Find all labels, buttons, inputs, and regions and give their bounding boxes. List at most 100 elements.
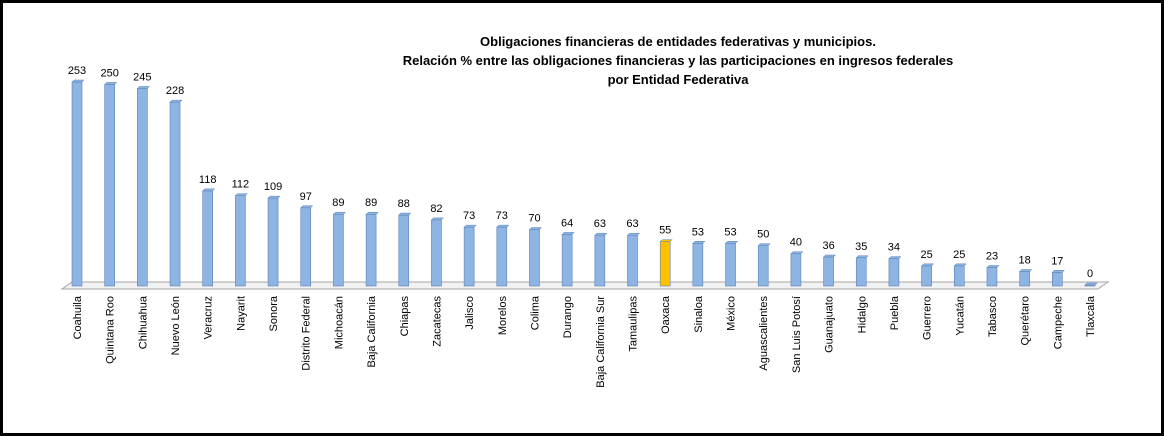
- bar: [169, 101, 181, 287]
- value-label: 55: [659, 225, 671, 237]
- bar: [1019, 271, 1030, 287]
- bar: [137, 88, 148, 287]
- bar: [529, 229, 540, 287]
- value-label: 36: [822, 240, 834, 252]
- x-tick-label: San Luis Potosí: [791, 296, 803, 373]
- bar-top: [921, 263, 935, 267]
- bar: [692, 242, 704, 287]
- x-tick-label: Jalisco: [464, 296, 476, 330]
- value-label: 25: [920, 249, 932, 261]
- bar: [398, 214, 410, 287]
- x-tick-label: Nuevo León: [170, 296, 182, 355]
- value-label: 88: [398, 198, 410, 210]
- x-tick-label: Colima: [529, 295, 541, 330]
- bar-top: [724, 241, 739, 244]
- bar-top: [430, 217, 445, 221]
- bar-top: [496, 224, 510, 228]
- x-tick-label: Querétaro: [1020, 296, 1032, 346]
- x-tick-label: Campeche: [1052, 296, 1064, 349]
- value-label: 63: [626, 218, 638, 230]
- value-label: 112: [232, 179, 250, 191]
- value-label: 0: [1087, 268, 1093, 280]
- x-tick-label: Sinaloa: [693, 295, 705, 333]
- bar-top: [986, 265, 1000, 268]
- bar-top: [594, 232, 608, 236]
- bar: [823, 256, 834, 287]
- x-tick-label: Tamaulipas: [628, 296, 640, 352]
- x-tick-label: Tabasco: [987, 296, 999, 337]
- value-label: 109: [264, 181, 282, 193]
- bar-top: [300, 205, 314, 209]
- bar-top: [953, 263, 967, 267]
- x-tick-label: Guanajuato: [824, 296, 836, 353]
- bar-top: [1019, 269, 1033, 272]
- bar: [202, 190, 214, 287]
- chart-title: Obligaciones financieras de entidades fe…: [480, 34, 876, 49]
- value-label: 253: [68, 65, 86, 77]
- floor: [60, 281, 1110, 290]
- chart-title: por Entidad Federativa: [608, 72, 750, 87]
- bar: [333, 213, 344, 287]
- bar-top: [626, 232, 641, 236]
- bar-top: [855, 255, 869, 259]
- value-label: 70: [528, 213, 540, 225]
- x-tick-label: Coahuila: [72, 295, 84, 339]
- bar: [921, 265, 932, 287]
- bar: [953, 265, 965, 287]
- bar: [104, 84, 115, 287]
- value-label: 53: [724, 226, 736, 238]
- x-tick-label: Aguascalientes: [758, 296, 770, 371]
- x-tick-label: Quintana Roo: [105, 296, 117, 364]
- bar-top: [104, 82, 118, 85]
- bar: [71, 81, 83, 287]
- bar-top: [71, 79, 85, 83]
- bar: [986, 267, 998, 287]
- bar: [431, 219, 442, 287]
- value-label: 53: [692, 226, 704, 238]
- value-label: 23: [986, 250, 998, 262]
- bar-top: [365, 211, 379, 215]
- x-tick-label: Distrito Federal: [301, 296, 313, 371]
- x-tick-label: Nayarit: [235, 296, 247, 331]
- x-tick-label: Michoacán: [333, 296, 345, 349]
- x-tick-label: Morelos: [497, 296, 509, 336]
- bar: [235, 195, 246, 287]
- bar-top: [463, 224, 477, 228]
- value-label: 73: [463, 210, 475, 222]
- x-tick-label: Zacatecas: [431, 296, 443, 347]
- bar: [888, 258, 900, 287]
- x-tick-label: Tlaxcala: [1085, 295, 1097, 337]
- x-tick-label: Guerrero: [922, 296, 934, 340]
- bar-top: [692, 241, 706, 244]
- value-label: 245: [133, 71, 151, 83]
- bar-top: [136, 86, 150, 89]
- x-tick-label: México: [726, 296, 738, 331]
- value-label: 97: [300, 191, 312, 203]
- bar-top: [1084, 282, 1098, 286]
- bar-top: [169, 99, 183, 103]
- bar: [300, 207, 312, 287]
- bar: [790, 253, 802, 287]
- value-label: 250: [100, 67, 118, 79]
- bar-top: [822, 254, 837, 258]
- bar-top: [234, 193, 248, 196]
- bar: [594, 234, 606, 287]
- value-label: 63: [594, 218, 606, 230]
- x-tick-label: Chihuahua: [137, 295, 149, 349]
- value-label: 34: [888, 242, 900, 254]
- bar-top: [561, 232, 575, 235]
- value-label: 89: [332, 197, 344, 209]
- bar: [267, 197, 279, 287]
- bar-top: [757, 243, 771, 246]
- bar: [561, 234, 573, 287]
- bar-top: [888, 256, 902, 259]
- value-label: 17: [1051, 255, 1063, 267]
- bar-top: [398, 212, 412, 216]
- bar: [725, 242, 736, 287]
- bar-top: [790, 251, 804, 254]
- value-label: 40: [790, 237, 802, 249]
- x-tick-label: Yucatán: [954, 296, 966, 336]
- value-label: 73: [496, 210, 508, 222]
- value-label: 64: [561, 217, 573, 229]
